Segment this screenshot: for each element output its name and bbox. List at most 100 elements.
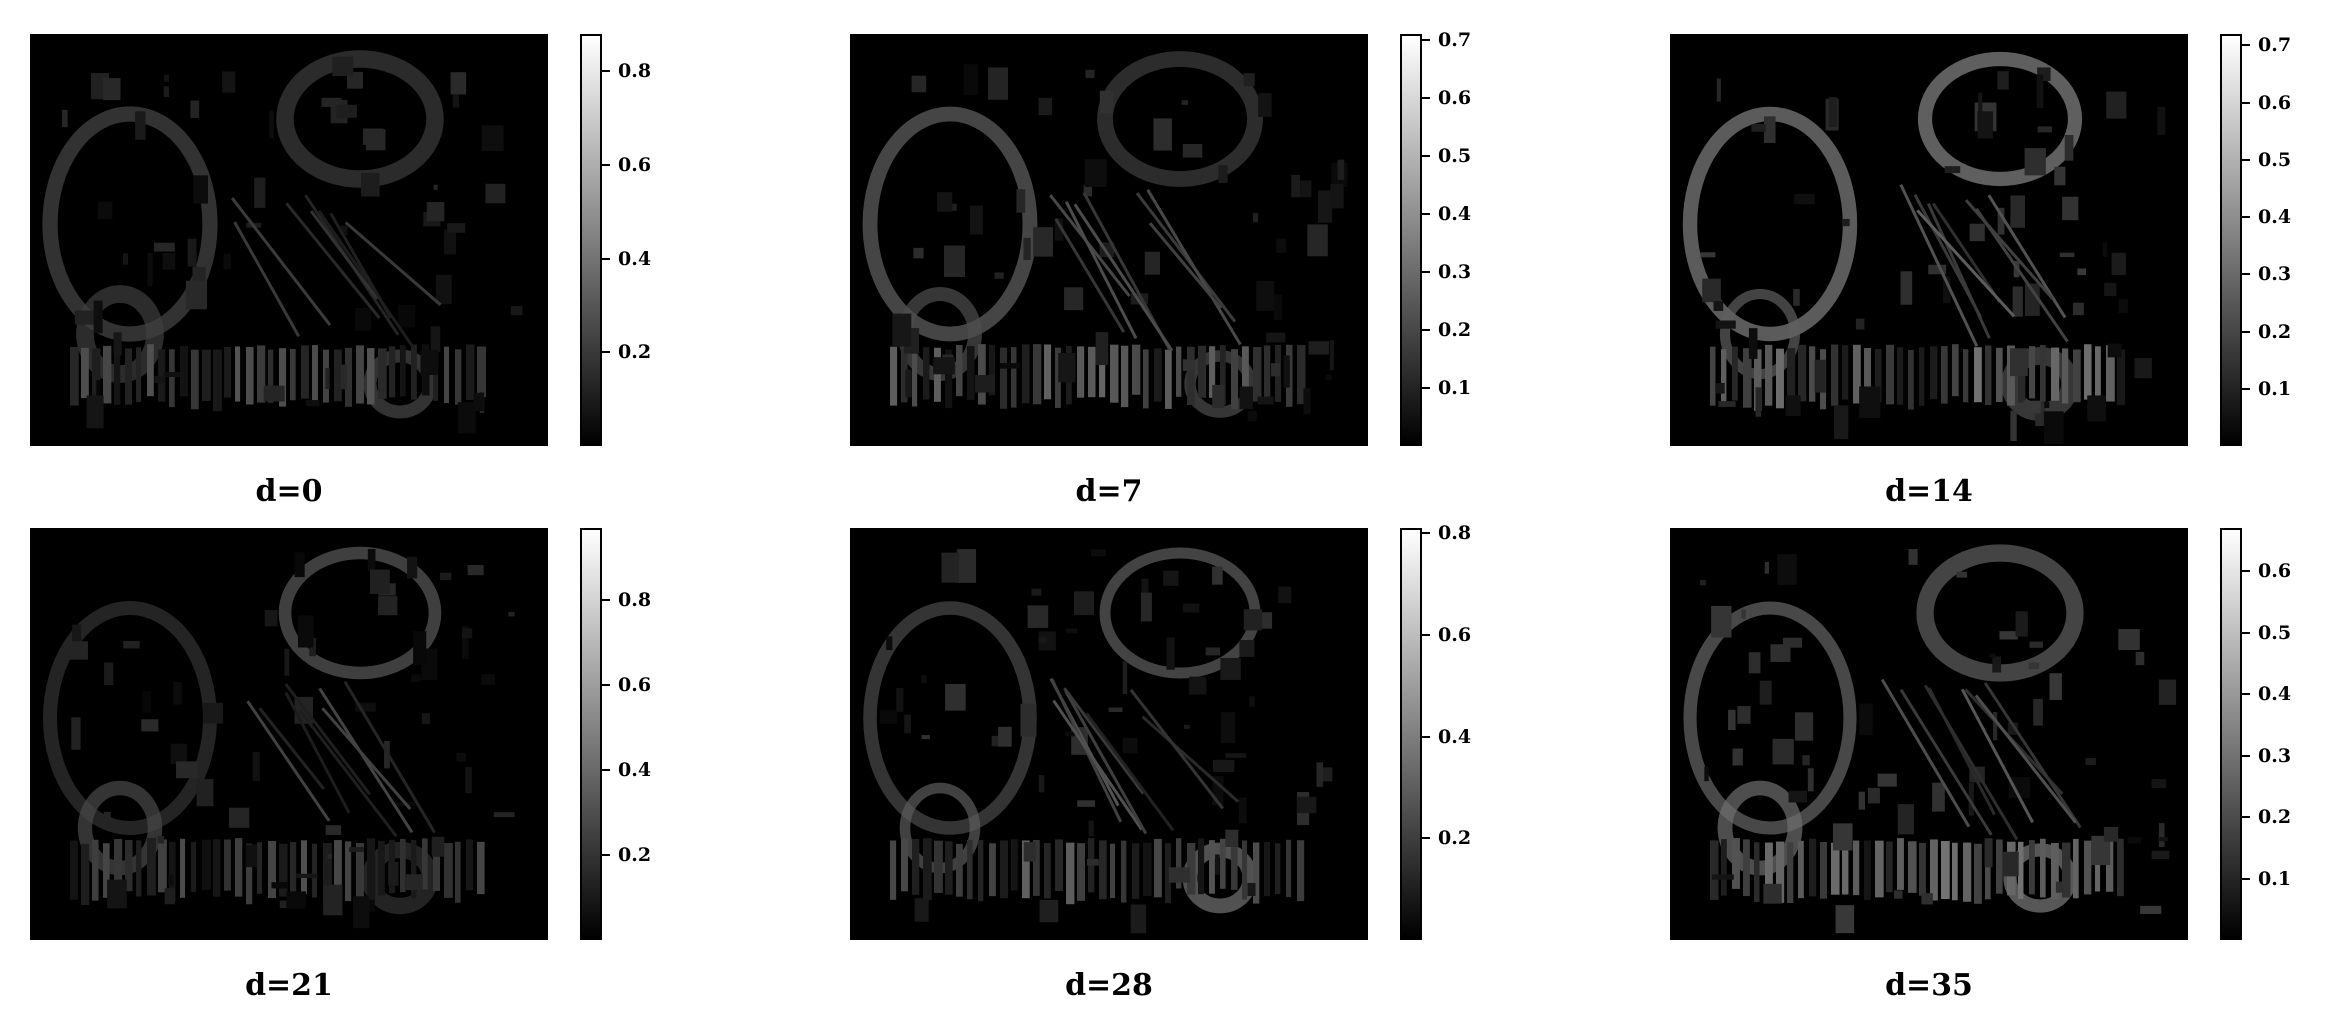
colorbar-tick-label: 0.6 <box>2258 91 2292 114</box>
colorbar-tick-mark <box>1420 270 1430 273</box>
colorbar-tick-mark <box>1420 633 1430 636</box>
heatmap-panel: 0.2 0.4 0.6 0.8 d=21 <box>30 528 730 1008</box>
colorbar-tick-mark <box>2240 44 2250 47</box>
colorbar-tick-mark <box>1420 386 1430 389</box>
colorbar-tick-label: 0.8 <box>618 60 652 83</box>
heatmap-panel: 0.1 0.2 0.3 0.4 0.5 0.6 d=35 <box>1670 528 2330 1008</box>
panel-title: d=21 <box>245 968 333 1003</box>
colorbar-tick-label: 0.6 <box>618 674 652 697</box>
colorbar <box>2220 528 2242 940</box>
colorbar-tick-label: 0.5 <box>2258 148 2292 171</box>
colorbar-tick-label: 0.4 <box>2258 683 2292 706</box>
colorbar-tick-mark <box>2240 631 2250 634</box>
colorbar-tick-mark <box>1420 154 1430 157</box>
colorbar-tick-mark <box>1420 735 1430 738</box>
heatmap-texture <box>862 51 1348 422</box>
heatmap-image <box>850 34 1368 446</box>
colorbar-tick-mark <box>600 684 610 687</box>
colorbar-tick-label: 0.3 <box>2258 263 2292 286</box>
colorbar-tick-mark <box>600 257 610 260</box>
colorbar <box>580 34 602 446</box>
colorbar-tick-mark <box>2240 216 2250 219</box>
colorbar-tick-label: 0.6 <box>1438 623 1472 646</box>
colorbar-tick-mark <box>2240 101 2250 104</box>
colorbar-tick-label: 0.8 <box>1438 522 1472 545</box>
colorbar-tick-mark <box>2240 570 2250 573</box>
colorbar-tick-mark <box>1420 212 1430 215</box>
colorbar-tick-label: 0.2 <box>1438 318 1472 341</box>
heatmap-svg <box>1683 544 2177 934</box>
heatmap-image <box>850 528 1368 940</box>
colorbar-ticks: 0.1 0.2 0.3 0.4 0.5 0.6 0.7 <box>2240 34 2330 446</box>
heatmap-svg <box>43 546 515 929</box>
colorbar-tick-label: 0.5 <box>1438 144 1472 167</box>
colorbar <box>580 528 602 940</box>
colorbar-tick-label: 0.2 <box>618 844 652 867</box>
colorbar-tick-mark <box>2240 387 2250 390</box>
colorbar-tick-label: 0.6 <box>618 154 652 177</box>
colorbar-tick-mark <box>1420 328 1430 331</box>
colorbar-ticks: 0.2 0.4 0.6 0.8 <box>600 34 724 446</box>
heatmap-panel: 0.1 0.2 0.3 0.4 0.5 0.6 0.7 d=7 <box>850 29 1550 514</box>
colorbar-tick-mark <box>2240 754 2250 757</box>
colorbar-tick-mark <box>600 70 610 73</box>
colorbar-ticks: 0.2 0.4 0.6 0.8 <box>600 528 724 940</box>
colorbar-tick-mark <box>1420 532 1430 535</box>
colorbar-tick-label: 0.3 <box>1438 260 1472 283</box>
colorbar-ticks: 0.2 0.4 0.6 0.8 <box>1420 522 1544 940</box>
colorbar-tick-mark <box>2240 816 2250 818</box>
panel-title: d=0 <box>255 474 323 509</box>
heatmap-svg <box>1682 51 2166 445</box>
colorbar-tick-label: 0.4 <box>1438 202 1472 225</box>
colorbar-tick-label: 0.1 <box>2258 867 2292 890</box>
colorbar-tick-mark <box>600 351 610 354</box>
heatmap-image <box>30 34 548 446</box>
colorbar-tick-mark <box>2240 693 2250 696</box>
colorbar-tick-label: 0.3 <box>2258 744 2292 767</box>
colorbar <box>2220 34 2242 446</box>
colorbar-tick-label: 0.6 <box>1438 86 1472 109</box>
colorbar-tick-label: 0.4 <box>618 247 652 270</box>
colorbar-tick-mark <box>600 164 610 167</box>
panel-title: d=28 <box>1065 968 1153 1003</box>
heatmap-texture <box>1683 544 2177 934</box>
colorbar-tick-label: 0.4 <box>618 759 652 782</box>
heatmap-texture <box>863 547 1333 934</box>
colorbar-tick-mark <box>600 854 610 857</box>
colorbar-tick-label: 0.2 <box>2258 806 2292 828</box>
heatmap-svg <box>862 51 1348 422</box>
panel-title: d=35 <box>1885 968 1973 1003</box>
colorbar-tick-label: 0.8 <box>618 589 652 612</box>
colorbar-tick-mark <box>2240 273 2250 276</box>
colorbar-tick-label: 0.5 <box>2258 621 2292 644</box>
colorbar-tick-label: 0.7 <box>1438 28 1472 51</box>
heatmap-svg <box>42 50 523 434</box>
colorbar-tick-label: 0.2 <box>2258 320 2292 343</box>
colorbar-tick-mark <box>1420 96 1430 99</box>
colorbar-tick-label: 0.4 <box>1438 725 1472 748</box>
colorbar-tick-label: 0.7 <box>2258 34 2292 57</box>
heatmap-panel: 0.1 0.2 0.3 0.4 0.5 0.6 0.7 d=14 <box>1670 34 2330 514</box>
colorbar-tick-label: 0.1 <box>2258 377 2292 400</box>
colorbar-ticks: 0.1 0.2 0.3 0.4 0.5 0.6 0.7 <box>1420 29 1544 446</box>
panel-title: d=7 <box>1075 474 1143 509</box>
colorbar <box>1400 528 1422 940</box>
colorbar-tick-mark <box>2240 877 2250 880</box>
heatmap-image <box>1670 528 2188 940</box>
heatmap-panel: 0.2 0.4 0.6 0.8 d=0 <box>30 34 730 514</box>
colorbar-tick-label: 0.2 <box>618 341 652 364</box>
colorbar-tick-mark <box>600 769 610 772</box>
colorbar-tick-label: 0.2 <box>1438 827 1472 850</box>
heatmap-svg <box>863 547 1333 934</box>
heatmap-panel: 0.2 0.4 0.6 0.8 d=28 <box>850 522 1550 1008</box>
colorbar <box>1400 34 1422 446</box>
colorbar-tick-mark <box>2240 158 2250 161</box>
colorbar-tick-mark <box>600 599 610 602</box>
panel-title: d=14 <box>1885 474 1973 509</box>
heatmap-texture <box>43 546 515 929</box>
colorbar-ticks: 0.1 0.2 0.3 0.4 0.5 0.6 <box>2240 528 2330 940</box>
colorbar-tick-label: 0.4 <box>2258 206 2292 229</box>
heatmap-image <box>30 528 548 940</box>
colorbar-tick-mark <box>1420 38 1430 41</box>
colorbar-tick-label: 0.6 <box>2258 560 2292 583</box>
